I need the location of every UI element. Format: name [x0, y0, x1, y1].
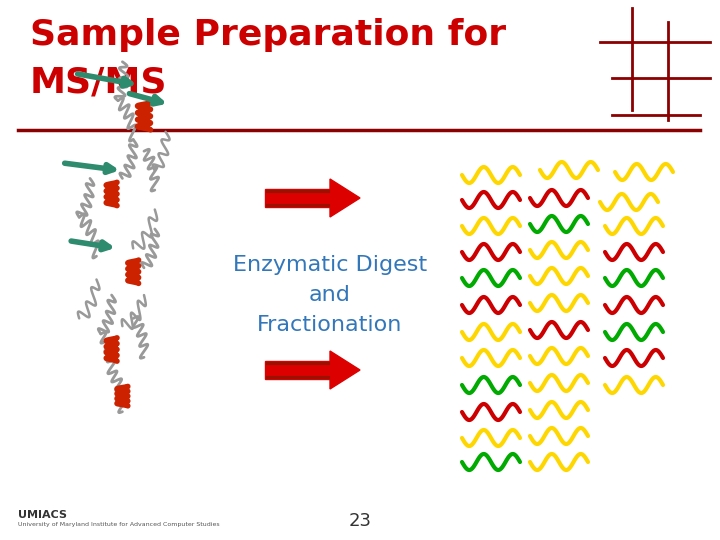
Text: Enzymatic Digest
and
Fractionation: Enzymatic Digest and Fractionation — [233, 255, 427, 335]
Text: MS/MS: MS/MS — [30, 65, 168, 99]
Text: 23: 23 — [348, 512, 372, 530]
Polygon shape — [330, 179, 360, 217]
Text: University of Maryland Institute for Advanced Computer Studies: University of Maryland Institute for Adv… — [18, 522, 220, 527]
Polygon shape — [265, 361, 330, 379]
Text: Sample Preparation for: Sample Preparation for — [30, 18, 506, 52]
Text: UMIACS: UMIACS — [18, 510, 67, 520]
Polygon shape — [265, 189, 330, 207]
Polygon shape — [330, 351, 360, 389]
